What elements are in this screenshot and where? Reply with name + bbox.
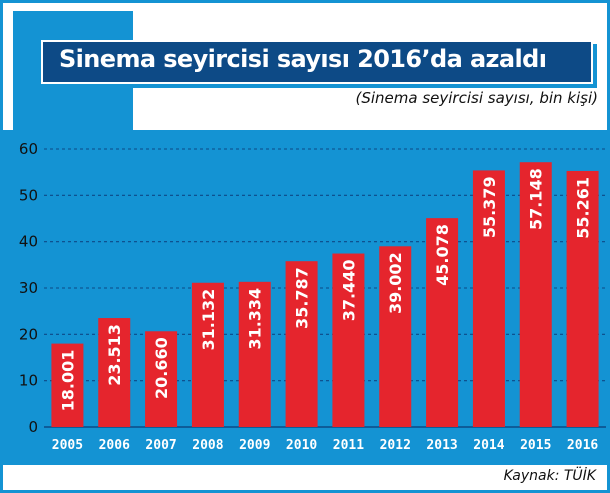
bar [332, 253, 365, 427]
bar [51, 343, 84, 427]
y-tick-label: 0 [28, 418, 38, 436]
x-tick-label: 2009 [239, 438, 270, 453]
data-label: 35.787 [293, 267, 312, 329]
data-label: 31.334 [246, 288, 265, 350]
x-tick-label: 2015 [520, 438, 551, 453]
y-tick-label: 20 [19, 325, 38, 343]
bar [238, 281, 271, 427]
data-label: 20.660 [152, 337, 171, 399]
x-tick-label: 2013 [426, 438, 457, 453]
bar [472, 170, 505, 427]
data-label: 18.001 [58, 350, 77, 412]
x-tick-label: 2012 [380, 438, 411, 453]
source-label: Kaynak: TÜİK [503, 468, 596, 484]
y-tick-label: 40 [19, 233, 38, 251]
data-label: 45.078 [433, 224, 452, 286]
x-tick-label: 2010 [286, 438, 317, 453]
data-label: 31.132 [199, 289, 218, 351]
chart-subtitle: (Sinema seyircisi sayısı, bin kişi) [355, 89, 599, 107]
x-tick-label: 2007 [145, 438, 176, 453]
x-tick-label: 2006 [99, 438, 130, 453]
bar [145, 331, 178, 427]
data-label: 37.440 [339, 260, 358, 322]
chart-title: Sinema seyircisi sayısı 2016’da azaldı [59, 45, 547, 73]
y-tick-label: 50 [19, 186, 38, 204]
x-tick-label: 2014 [473, 438, 504, 453]
x-tick-label: 2016 [567, 438, 598, 453]
data-label: 39.002 [386, 252, 405, 314]
bar [285, 261, 318, 427]
y-tick-label: 10 [19, 372, 38, 390]
y-axis-band [3, 130, 47, 465]
bar [519, 162, 552, 427]
data-label: 55.379 [480, 176, 499, 238]
y-tick-label: 60 [19, 140, 38, 158]
x-tick-label: 2008 [192, 438, 223, 453]
y-tick-label: 30 [19, 279, 38, 297]
bar [426, 218, 459, 427]
data-label: 57.148 [527, 168, 546, 230]
x-tick-label: 2011 [333, 438, 364, 453]
x-tick-label: 2005 [52, 438, 83, 453]
data-label: 23.513 [105, 324, 124, 386]
bar [191, 282, 224, 427]
data-label: 55.261 [574, 177, 593, 239]
bar [379, 246, 412, 427]
title-bar: Sinema seyircisi sayısı 2016’da azaldı [41, 40, 593, 84]
bar [566, 170, 599, 427]
bar [98, 318, 131, 427]
